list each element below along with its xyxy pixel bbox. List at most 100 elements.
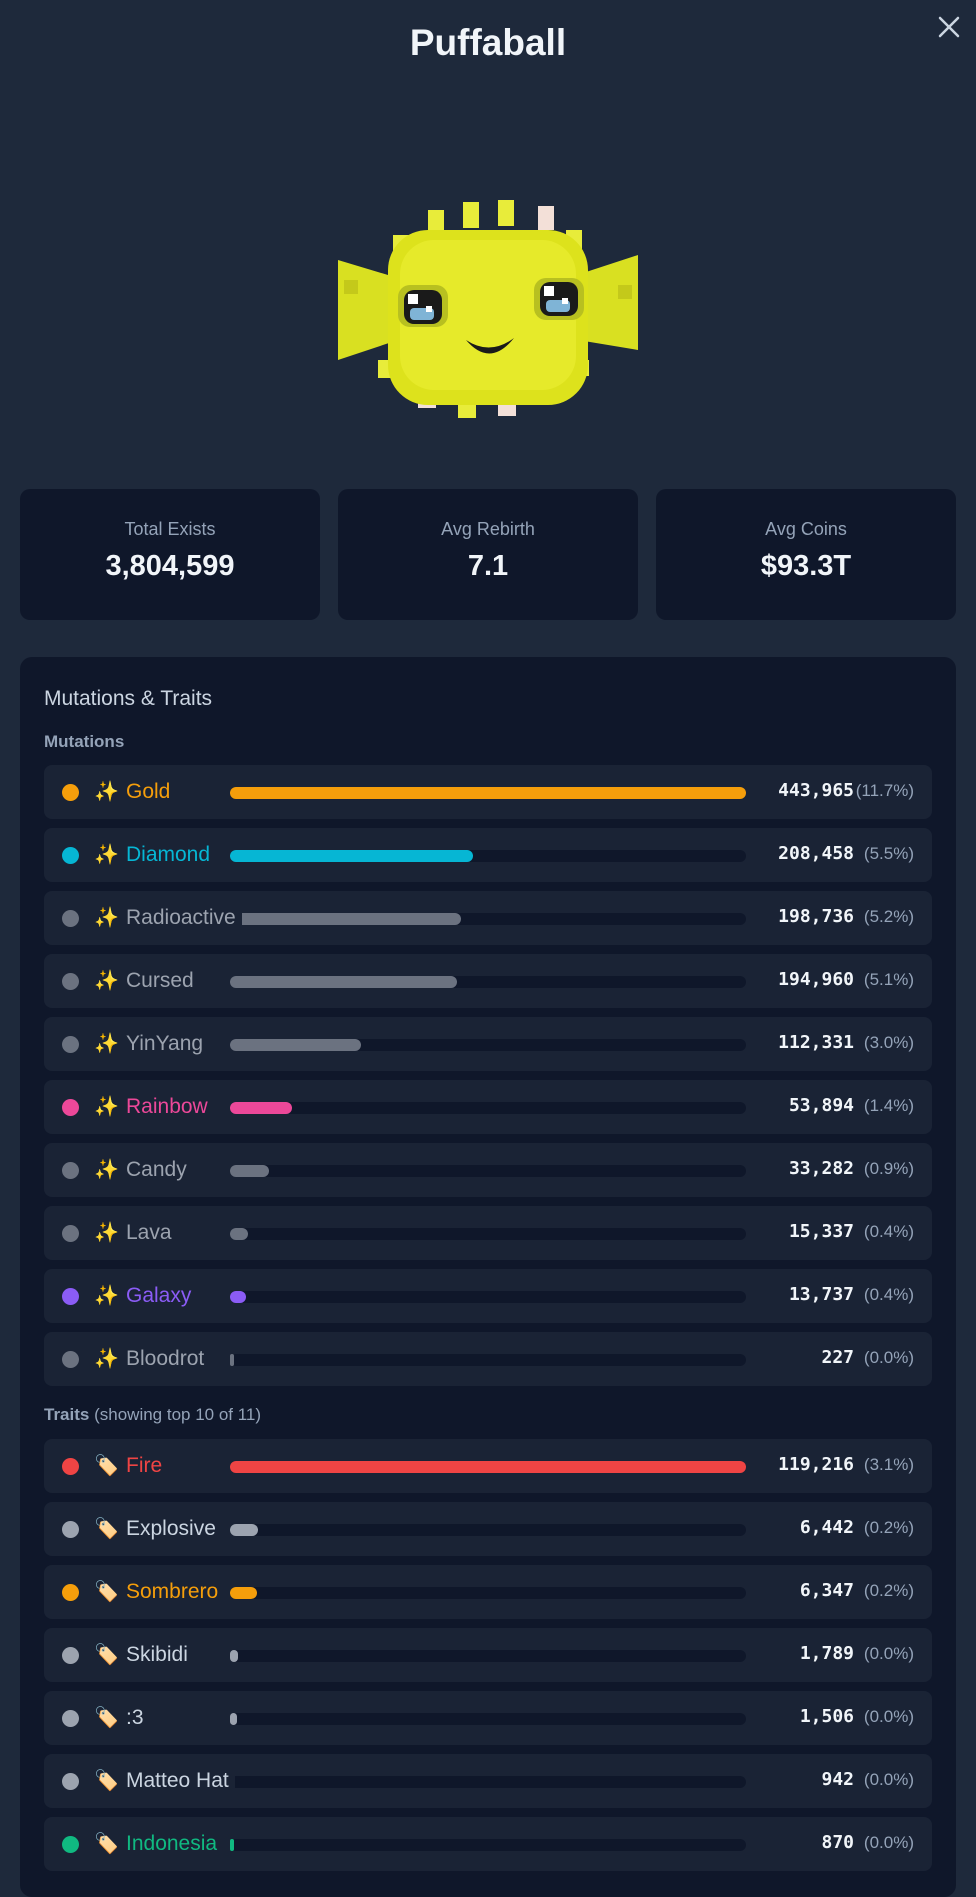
mutation-count: 443,965: [778, 780, 854, 801]
trait-count: 6,347: [799, 1580, 854, 1601]
mutation-color-dot: [62, 1036, 79, 1053]
trait-name: Explosive: [126, 1516, 222, 1542]
page-title: Puffaball: [409, 22, 567, 63]
mutation-row: ✨ YinYang 112,331 (3.0%): [44, 1017, 932, 1071]
mutation-color-dot: [62, 1351, 79, 1368]
mutation-count: 194,960: [778, 969, 854, 990]
mutation-count: 33,282: [788, 1158, 854, 1179]
mutation-bar-track: [230, 913, 746, 925]
trait-percent: (0.0%): [863, 1707, 914, 1726]
trait-color-dot: [62, 1458, 79, 1475]
trait-color-dot: [62, 1710, 79, 1727]
mutation-name: Diamond: [126, 842, 217, 868]
trait-bar-track: [230, 1587, 746, 1599]
trait-row: 🏷️ Sombrero 6,347 (0.2%): [44, 1565, 932, 1619]
trait-percent: (0.0%): [863, 1644, 914, 1663]
trait-count: 1,506: [799, 1706, 854, 1727]
trait-bar-track: [230, 1461, 746, 1473]
mutation-row: ✨ Candy 33,282 (0.9%): [44, 1143, 932, 1197]
mutation-bar-track: [230, 850, 746, 862]
trait-row: 🏷️:3 1,506 (0.0%): [44, 1691, 932, 1745]
trait-bar-fill: [230, 1839, 234, 1851]
trait-color-dot: [62, 1584, 79, 1601]
trait-name: Skibidi: [126, 1642, 194, 1668]
trait-row: 🏷️ Indonesia 870 (0.0%): [44, 1817, 932, 1871]
stat-card-avg-coins: Avg Coins $93.3T: [656, 489, 956, 620]
mutation-bar-fill: [230, 1228, 248, 1240]
mutation-bar-track: [230, 976, 746, 988]
close-button[interactable]: [934, 12, 964, 42]
mutation-count: 53,894: [788, 1095, 854, 1116]
trait-count: 942: [821, 1769, 854, 1790]
mutation-percent: (0.0%): [863, 1348, 914, 1367]
stat-value: 7.1: [467, 550, 509, 582]
sparkles-icon: ✨: [94, 1033, 119, 1055]
mutation-bar-track: [230, 1039, 746, 1051]
trait-color-dot: [62, 1836, 79, 1853]
sparkles-icon: ✨: [94, 781, 119, 803]
label-tag-icon: 🏷️: [94, 1707, 119, 1729]
mutation-bar-fill: [230, 1165, 269, 1177]
pet-image: [338, 200, 638, 418]
mutation-count: 112,331: [778, 1032, 854, 1053]
mutation-count: 227: [821, 1347, 854, 1368]
trait-row: 🏷️ Explosive 6,442 (0.2%): [44, 1502, 932, 1556]
stat-label: Avg Coins: [765, 519, 847, 539]
label-tag-icon: 🏷️: [94, 1770, 119, 1792]
mutation-bar-fill: [230, 1354, 234, 1366]
mutation-color-dot: [62, 910, 79, 927]
trait-bar-track: [230, 1776, 746, 1788]
mutation-row: ✨ Cursed 194,960 (5.1%): [44, 954, 932, 1008]
mutation-bar-track: [230, 1354, 746, 1366]
close-icon: [938, 16, 960, 38]
label-tag-icon: 🏷️: [94, 1518, 119, 1540]
trait-bar-fill: [230, 1587, 257, 1599]
mutation-percent: (0.4%): [863, 1222, 914, 1241]
mutation-name: Radioactive: [126, 905, 242, 931]
mutation-name: Lava: [126, 1220, 178, 1246]
mutation-row: ✨ Lava 15,337 (0.4%): [44, 1206, 932, 1260]
mutation-bar-fill: [230, 1039, 361, 1051]
mutation-bar-fill: [230, 1291, 246, 1303]
mutation-color-dot: [62, 973, 79, 990]
mutation-percent: (11.7%): [855, 781, 914, 800]
stat-card-avg-rebirth: Avg Rebirth 7.1: [338, 489, 638, 620]
trait-bar-track: [230, 1839, 746, 1851]
trait-bar-fill: [230, 1461, 746, 1473]
sparkles-icon: ✨: [94, 1159, 119, 1181]
sparkles-icon: ✨: [94, 970, 119, 992]
trait-bar-track: [230, 1650, 746, 1662]
trait-bar-track: [230, 1524, 746, 1536]
mutation-percent: (5.2%): [863, 907, 914, 926]
trait-percent: (3.1%): [863, 1455, 914, 1474]
trait-name: Matteo Hat: [126, 1768, 235, 1794]
traits-section-label: Traits (showing top 10 of 11): [44, 1405, 261, 1425]
trait-percent: (0.0%): [863, 1833, 914, 1852]
mutation-name: Galaxy: [126, 1283, 198, 1309]
trait-bar-track: [230, 1713, 746, 1725]
mutation-color-dot: [62, 1288, 79, 1305]
trait-count: 6,442: [799, 1517, 854, 1538]
mutation-bar-track: [230, 787, 746, 799]
mutation-count: 13,737: [788, 1284, 854, 1305]
trait-bar-fill: [230, 1524, 258, 1536]
sparkles-icon: ✨: [94, 1348, 119, 1370]
stat-value: 3,804,599: [105, 550, 235, 582]
mutation-name: Rainbow: [126, 1094, 214, 1120]
mutation-count: 198,736: [778, 906, 854, 927]
sparkles-icon: ✨: [94, 1096, 119, 1118]
mutation-row: ✨ Gold 443,965 (11.7%): [44, 765, 932, 819]
sparkles-icon: ✨: [94, 844, 119, 866]
mutation-color-dot: [62, 1099, 79, 1116]
trait-row: 🏷️ Skibidi 1,789 (0.0%): [44, 1628, 932, 1682]
mutation-name: Bloodrot: [126, 1346, 211, 1372]
label-tag-icon: 🏷️: [94, 1581, 119, 1603]
mutation-bar-fill: [230, 913, 461, 925]
trait-color-dot: [62, 1773, 79, 1790]
trait-percent: (0.2%): [863, 1518, 914, 1537]
mutations-section-label: Mutations: [44, 732, 125, 751]
mutation-count: 15,337: [788, 1221, 854, 1242]
mutation-bar-track: [230, 1228, 746, 1240]
mutation-percent: (0.4%): [863, 1285, 914, 1304]
stat-label: Total Exists: [124, 519, 216, 539]
